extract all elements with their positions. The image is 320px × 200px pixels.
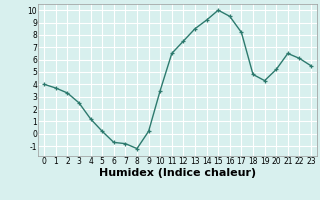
X-axis label: Humidex (Indice chaleur): Humidex (Indice chaleur)	[99, 168, 256, 178]
